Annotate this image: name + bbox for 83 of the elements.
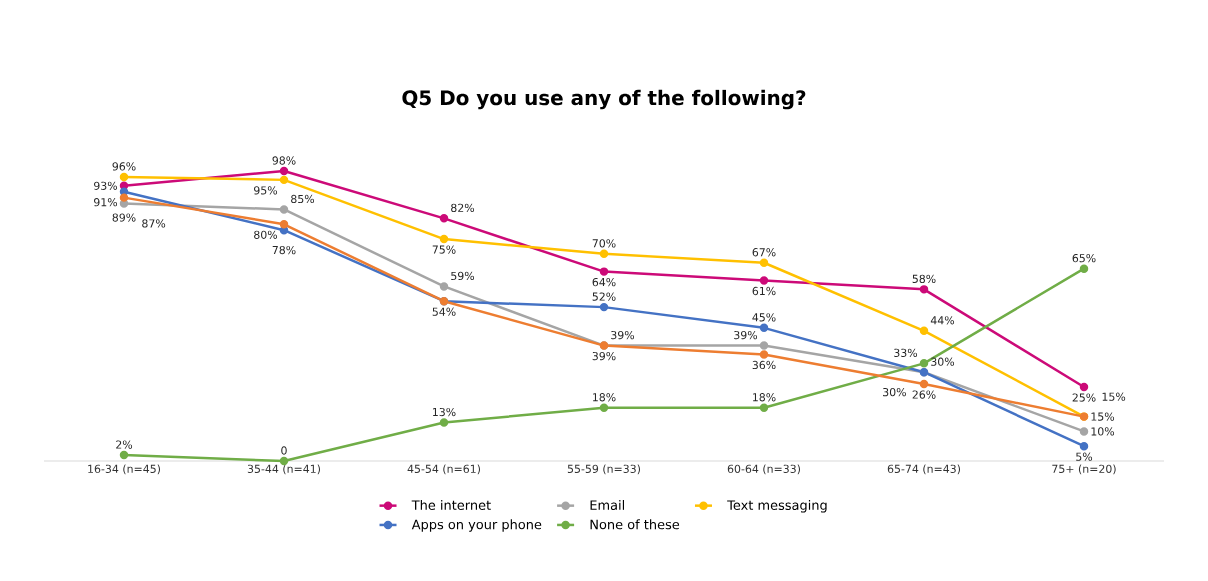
point: [279, 220, 289, 229]
data-label: 93%: [94, 181, 118, 190]
x-tick-label: 16-34 (n=45): [88, 464, 161, 475]
legend-label: Apps on your phone: [411, 519, 542, 532]
x-tick-label: 65-74 (n=43): [887, 464, 961, 475]
point: [759, 341, 769, 350]
point: [919, 326, 929, 336]
data-label: 10%: [1091, 427, 1115, 436]
point: [919, 359, 929, 368]
point: [759, 276, 769, 285]
data-label: 64%: [592, 277, 616, 287]
point: [439, 418, 449, 427]
data-label: 0: [281, 446, 287, 455]
data-label: 75%: [432, 245, 456, 254]
data-label: 44%: [930, 316, 955, 325]
data-label: 5%: [1076, 452, 1093, 461]
point: [1079, 441, 1089, 451]
x-tick-label: 35-44 (n=41): [247, 464, 321, 475]
point: [759, 258, 769, 267]
data-label: 25%: [1072, 393, 1096, 402]
x-tick-label: 55-59 (n=33): [567, 464, 641, 475]
legend-label: Text messaging: [727, 499, 827, 513]
point: [759, 403, 769, 412]
data-label: 65%: [1072, 254, 1096, 263]
x-tick-label: 75+ (n=20): [1052, 464, 1116, 475]
point: [919, 379, 929, 389]
data-label: 95%: [254, 186, 278, 195]
data-label: 98%: [272, 156, 296, 165]
point: [439, 234, 449, 244]
point: [279, 166, 289, 176]
point: [759, 323, 769, 333]
data-label: 89%: [112, 213, 136, 222]
point: [759, 350, 769, 359]
point: [599, 249, 609, 259]
data-label: 39%: [592, 351, 616, 361]
data-label: 70%: [592, 239, 616, 248]
legend-label: None of these: [590, 519, 680, 530]
data-label: 39%: [611, 330, 635, 340]
data-label: 15%: [1091, 412, 1115, 421]
data-label: 67%: [752, 248, 776, 257]
x-tick-label: 60-64 (n=33): [727, 464, 801, 475]
point: [119, 193, 129, 202]
data-label: 85%: [291, 194, 315, 204]
data-label: 54%: [432, 307, 456, 316]
point: [599, 302, 609, 312]
data-label: 39%: [734, 330, 758, 340]
data-label: 30%: [931, 357, 955, 366]
data-label: 2%: [116, 440, 133, 449]
data-label: 80%: [254, 230, 278, 239]
point: [119, 450, 129, 460]
data-label: 36%: [752, 360, 776, 370]
data-label: 58%: [912, 274, 936, 284]
data-label: 18%: [753, 393, 776, 402]
point: [1079, 264, 1089, 273]
legend-label: The internet: [411, 499, 491, 511]
point: [599, 267, 609, 276]
data-label: 13%: [433, 407, 456, 417]
data-label: 52%: [592, 292, 616, 301]
data-label: 61%: [752, 286, 776, 296]
data-label: 59%: [451, 271, 475, 281]
point: [1079, 382, 1089, 392]
data-label: 26%: [912, 390, 936, 399]
point: [1079, 427, 1089, 436]
legend-label: Email: [590, 499, 625, 511]
data-label: 30%: [883, 387, 906, 397]
x-tick-label: 45-54 (n=61): [407, 464, 481, 475]
data-label: 18%: [593, 393, 616, 402]
data-label: 78%: [272, 245, 296, 255]
point: [439, 214, 449, 223]
data-label: 87%: [142, 219, 166, 228]
data-label: 45%: [752, 313, 776, 322]
point: [279, 205, 289, 214]
point: [279, 175, 289, 185]
data-label: 15%: [1102, 392, 1126, 401]
data-label: 96%: [112, 162, 136, 171]
point: [919, 285, 929, 294]
data-label: 91%: [94, 198, 118, 207]
data-label: 82%: [451, 203, 475, 212]
point: [119, 172, 129, 182]
chart-title: Q5 Do you use any of the following?: [402, 89, 806, 110]
data-label: 33%: [894, 348, 918, 357]
point: [439, 282, 449, 291]
point: [599, 403, 609, 412]
